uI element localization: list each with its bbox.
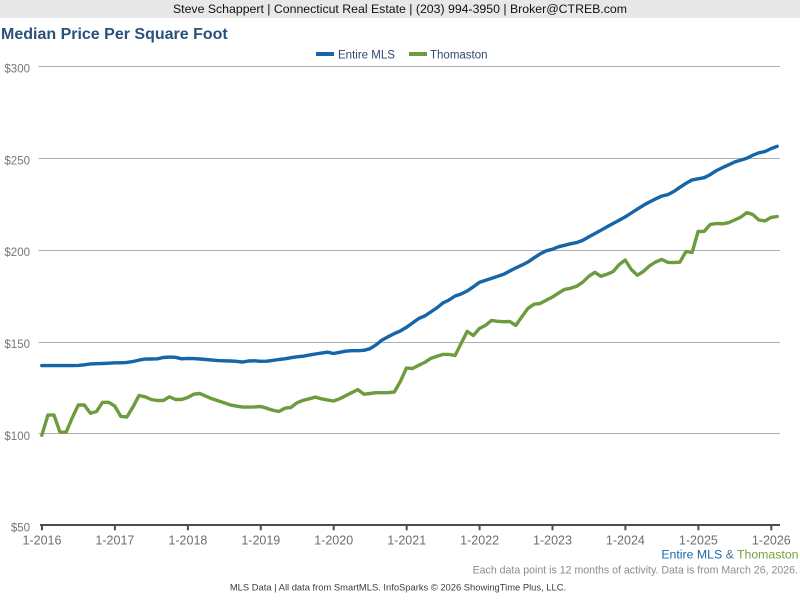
svg-text:Each data point is 12 months o: Each data point is 12 months of activity… [473, 565, 798, 577]
svg-text:$250: $250 [4, 155, 30, 167]
svg-text:$300: $300 [4, 64, 30, 76]
svg-text:1-2022: 1-2022 [460, 534, 499, 548]
svg-text:1-2026: 1-2026 [752, 534, 791, 548]
svg-text:1-2016: 1-2016 [23, 534, 62, 548]
svg-text:1-2025: 1-2025 [679, 534, 718, 548]
svg-text:1-2017: 1-2017 [95, 534, 134, 548]
svg-text:$50: $50 [11, 523, 30, 535]
svg-text:1-2020: 1-2020 [314, 534, 353, 548]
svg-text:$150: $150 [4, 339, 30, 351]
svg-text:Thomaston: Thomaston [430, 50, 488, 62]
svg-text:$100: $100 [4, 431, 30, 443]
svg-text:1-2024: 1-2024 [606, 534, 645, 548]
svg-text:1-2019: 1-2019 [241, 534, 280, 548]
svg-text:1-2018: 1-2018 [168, 534, 207, 548]
svg-text:MLS Data | All data from Smart: MLS Data | All data from SmartMLS. InfoS… [230, 582, 566, 593]
svg-text:1-2023: 1-2023 [533, 534, 572, 548]
svg-text:1-2021: 1-2021 [387, 534, 426, 548]
svg-text:Entire MLS & Thomaston: Entire MLS & Thomaston [661, 548, 798, 562]
svg-text:$200: $200 [4, 247, 30, 259]
svg-text:Entire MLS: Entire MLS [338, 50, 395, 62]
